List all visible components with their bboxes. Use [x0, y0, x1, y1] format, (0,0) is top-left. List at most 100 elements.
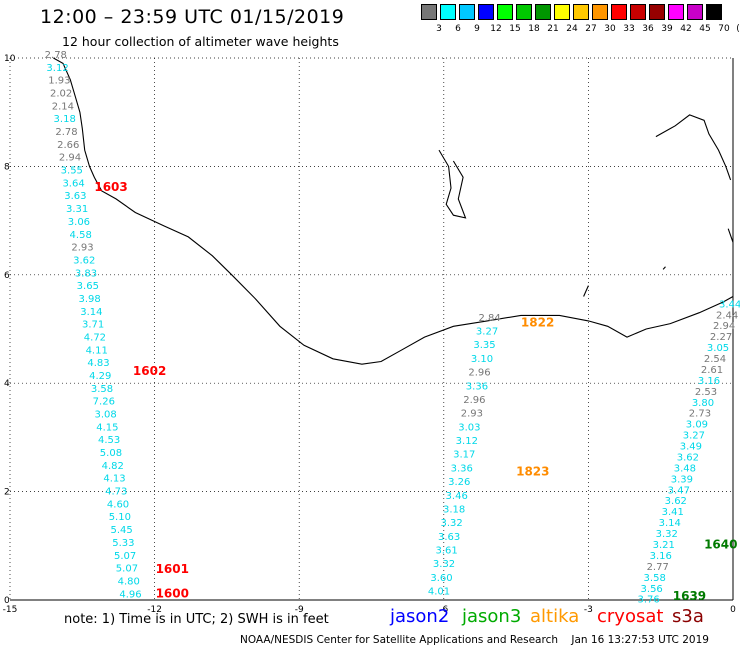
coastline-segment [662, 266, 666, 270]
swh-value: 4.13 [103, 474, 125, 485]
swh-value: 3.14 [80, 307, 102, 318]
swh-value: 3.16 [650, 551, 672, 562]
colorbar-swatch [440, 4, 456, 20]
footer-credit: NOAA/NESDIS Center for Satellite Applica… [240, 634, 709, 646]
swh-value: 2.44 [716, 310, 738, 321]
swh-value: 4.80 [118, 576, 140, 587]
swh-value: 3.58 [91, 384, 113, 395]
colorbar-swatch [668, 4, 684, 20]
colorbar-label: 21 [547, 24, 559, 34]
y-tick-label: 4 [4, 379, 10, 389]
colorbar-label: 24 [566, 24, 578, 34]
y-tick-label: 0 [4, 596, 10, 606]
swh-value: 3.76 [638, 595, 660, 606]
swh-value: 5.07 [116, 564, 138, 575]
coastline-segment [655, 114, 732, 181]
swh-value: 2.84 [478, 313, 500, 324]
colorbar-swatch [421, 4, 437, 20]
swh-value: 3.62 [677, 452, 699, 463]
colorbar-swatch [516, 4, 532, 20]
pass-label: 1639 [673, 589, 706, 603]
swh-value: 2.61 [701, 365, 723, 376]
swh-value: 3.32 [433, 559, 455, 570]
swh-value: 3.80 [692, 398, 714, 409]
swh-value: 2.54 [704, 354, 726, 365]
swh-value: 3.63 [64, 191, 86, 202]
swh-value: 3.39 [671, 474, 693, 485]
map-subtitle: 12 hour collection of altimeter wave hei… [62, 34, 339, 49]
swh-value: 3.06 [68, 217, 90, 228]
coastline [53, 57, 734, 365]
swh-value: 3.16 [698, 376, 720, 387]
swh-value: 2.78 [55, 127, 77, 138]
map-title: 12:00 – 23:59 UTC 01/15/2019 [40, 6, 345, 28]
swh-value: 5.07 [114, 551, 136, 562]
map-grid [9, 57, 734, 601]
swh-value: 3.60 [430, 573, 452, 584]
legend-altika: altika [530, 606, 580, 627]
colorbar-swatch [535, 4, 551, 20]
swh-value: 4.53 [98, 435, 120, 446]
swh-value: 3.18 [54, 114, 76, 125]
y-tick-label: 8 [4, 162, 10, 172]
legend-cryosat: cryosat [597, 606, 664, 627]
swh-value: 2.93 [71, 243, 93, 254]
swh-value: 3.18 [443, 504, 465, 515]
legend-jason2: jason2 [390, 606, 450, 627]
coastline-segment [583, 285, 589, 297]
coastline-segment [53, 57, 734, 365]
swh-value: 3.47 [668, 485, 690, 496]
colorbar-swatch [592, 4, 608, 20]
swh-value: 2.78 [45, 50, 67, 61]
swh-value: 4.11 [86, 345, 108, 356]
colorbar-label: 15 [509, 24, 521, 34]
swh-value: 3.36 [466, 381, 488, 392]
swh-value: 3.14 [659, 518, 681, 529]
swh-value: 4.58 [70, 230, 92, 241]
swh-value: 3.58 [644, 573, 666, 584]
swh-value: 3.98 [78, 294, 100, 305]
legend-jason3: jason3 [462, 606, 522, 627]
swh-value: 3.36 [451, 463, 473, 474]
swh-value: 5.33 [112, 538, 134, 549]
pass-label: 1601 [156, 562, 189, 576]
x-tick-label: -9 [295, 605, 304, 615]
x-tick-label: -6 [439, 605, 448, 615]
swh-value: 2.02 [50, 89, 72, 100]
y-tick-label: 6 [4, 271, 10, 281]
pass-label: 1823 [516, 464, 549, 478]
swh-value: 2.94 [713, 321, 735, 332]
colorbar-label: 45 [699, 24, 711, 34]
colorbar-swatch [478, 4, 494, 20]
colorbar-label: 3 [436, 24, 442, 34]
swh-value: 3.27 [683, 431, 705, 442]
colorbar-swatch [630, 4, 646, 20]
swh-value: 3.48 [674, 463, 696, 474]
swh-value: 3.26 [448, 477, 470, 488]
colorbar-label: 30 [604, 24, 616, 34]
swh-value: 2.94 [59, 153, 81, 164]
axis-ticks: -15 -12 -9 -6 -3 0 0 2 4 6 8 10 [3, 54, 736, 615]
swh-value: 3.71 [82, 320, 104, 331]
colorbar-swatch [706, 4, 722, 20]
swh-value: 3.31 [66, 204, 88, 215]
swh-value: 3.27 [476, 327, 498, 338]
coastline-segment [438, 149, 467, 219]
swh-value: 1.93 [48, 76, 70, 87]
swh-value: 2.93 [461, 409, 483, 420]
swh-value: 2.53 [695, 387, 717, 398]
colorbar-swatch [573, 4, 589, 20]
swh-value: 3.05 [707, 343, 729, 354]
footer-timestamp: Jan 16 13:27:53 UTC 2019 [571, 634, 709, 646]
pass-label: 1640 [704, 538, 737, 552]
colorbar-label: 27 [585, 24, 597, 34]
swh-value: 3.65 [77, 281, 99, 292]
coastline-segment [727, 228, 734, 243]
swh-value: 4.29 [89, 371, 111, 382]
colorbar-label: 33 [623, 24, 635, 34]
x-tick-label: -12 [147, 605, 162, 615]
altimeter-tracks: 2.78 3.12 1.93 2.022.14 3.18 2.78 2.66 2.94 3.55… [45, 50, 740, 606]
colorbar-swatch [687, 4, 703, 20]
colorbar-label: (ft) [736, 24, 740, 34]
